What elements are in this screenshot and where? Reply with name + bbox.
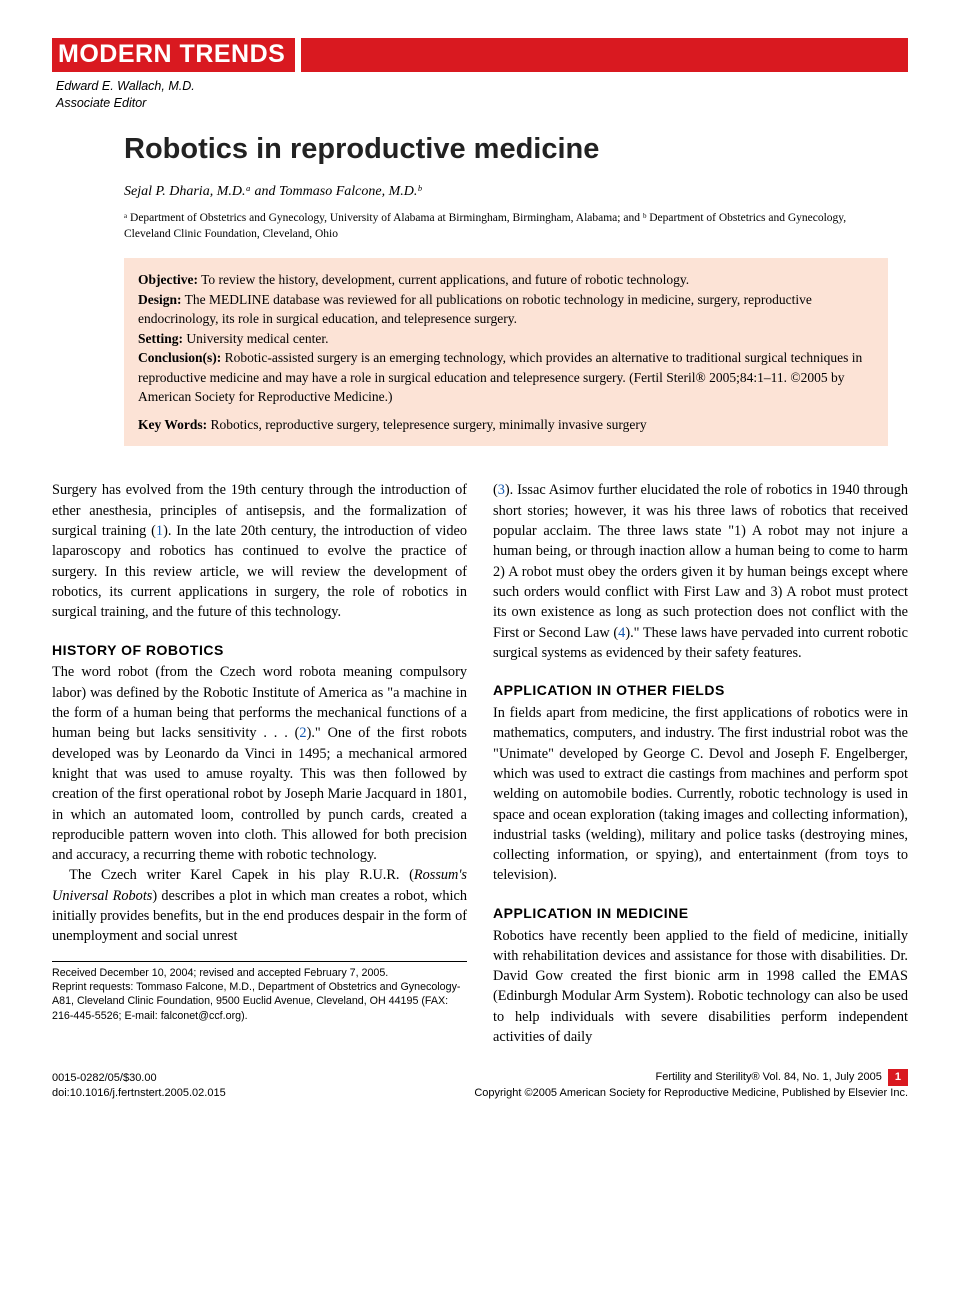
header-bar-fill	[301, 38, 908, 72]
conclusion-label: Conclusion(s):	[138, 350, 221, 365]
history-p2a: The Czech writer Karel Capek in his play…	[69, 867, 414, 883]
design-text: The MEDLINE database was reviewed for al…	[138, 292, 812, 327]
objective-label: Objective:	[138, 272, 198, 287]
setting-label: Setting:	[138, 331, 183, 346]
ref-link-1[interactable]: 1	[156, 523, 163, 539]
affiliations: ᵃ Department of Obstetrics and Gynecolog…	[124, 210, 888, 242]
footer-issn: 0015-0282/05/$30.00	[52, 1071, 226, 1085]
article-title: Robotics in reproductive medicine	[124, 130, 888, 169]
keywords-label: Key Words:	[138, 417, 207, 432]
footer-journal: Fertility and Sterility® Vol. 84, No. 1,…	[474, 1069, 908, 1085]
editor-name: Edward E. Wallach, M.D.	[56, 78, 908, 95]
editor-role: Associate Editor	[56, 95, 908, 112]
footnote-rule	[52, 961, 467, 962]
ref-link-2[interactable]: 2	[299, 725, 306, 741]
intro-paragraph: Surgery has evolved from the 19th centur…	[52, 480, 467, 622]
abstract-setting: Setting: University medical center.	[138, 329, 874, 349]
footnote-block: Received December 10, 2004; revised and …	[52, 966, 467, 1024]
footer-left: 0015-0282/05/$30.00 doi:10.1016/j.fertns…	[52, 1071, 226, 1100]
left-column: Surgery has evolved from the 19th centur…	[52, 480, 467, 1047]
footnote-reprint: Reprint requests: Tommaso Falcone, M.D.,…	[52, 980, 467, 1023]
section-label: MODERN TRENDS	[52, 38, 295, 72]
abstract-conclusion: Conclusion(s): Robotic-assisted surgery …	[138, 348, 874, 407]
right-p0: (3). Issac Asimov further elucidated the…	[493, 480, 908, 663]
section-heading-other-fields: APPLICATION IN OTHER FIELDS	[493, 681, 908, 701]
right-p0b: ). Issac Asimov further elucidated the r…	[493, 482, 908, 640]
conclusion-text: Robotic-assisted surgery is an emerging …	[138, 350, 862, 404]
journal-page: MODERN TRENDS Edward E. Wallach, M.D. As…	[0, 0, 960, 1120]
design-label: Design:	[138, 292, 182, 307]
history-p1: The word robot (from the Czech word robo…	[52, 662, 467, 865]
body-columns: Surgery has evolved from the 19th centur…	[52, 480, 908, 1047]
abstract-box: Objective: To review the history, develo…	[124, 258, 888, 447]
footer-doi: doi:10.1016/j.fertnstert.2005.02.015	[52, 1086, 226, 1100]
page-number-badge: 1	[888, 1069, 908, 1085]
title-block: Robotics in reproductive medicine Sejal …	[124, 130, 888, 447]
medicine-p: Robotics have recently been applied to t…	[493, 926, 908, 1048]
right-column: (3). Issac Asimov further elucidated the…	[493, 480, 908, 1047]
authors: Sejal P. Dharia, M.D.ᵃ and Tommaso Falco…	[124, 183, 888, 202]
abstract-objective: Objective: To review the history, develo…	[138, 270, 874, 290]
keywords-text: Robotics, reproductive surgery, telepres…	[207, 417, 647, 432]
footer-right: Fertility and Sterility® Vol. 84, No. 1,…	[474, 1069, 908, 1100]
setting-text: University medical center.	[183, 331, 328, 346]
page-footer: 0015-0282/05/$30.00 doi:10.1016/j.fertns…	[52, 1069, 908, 1100]
footnote-received: Received December 10, 2004; revised and …	[52, 966, 467, 980]
section-heading-medicine: APPLICATION IN MEDICINE	[493, 904, 908, 924]
header-bar: MODERN TRENDS	[52, 38, 908, 72]
section-heading-history: HISTORY OF ROBOTICS	[52, 641, 467, 661]
abstract-design: Design: The MEDLINE database was reviewe…	[138, 290, 874, 329]
abstract-keywords: Key Words: Robotics, reproductive surger…	[138, 415, 874, 435]
objective-text: To review the history, development, curr…	[198, 272, 689, 287]
history-p1b: )." One of the first robots developed wa…	[52, 725, 467, 863]
other-fields-p: In fields apart from medicine, the first…	[493, 703, 908, 886]
footer-journal-text: Fertility and Sterility® Vol. 84, No. 1,…	[655, 1071, 881, 1083]
history-p2: The Czech writer Karel Capek in his play…	[52, 865, 467, 946]
footer-copyright: Copyright ©2005 American Society for Rep…	[474, 1086, 908, 1100]
ref-link-3[interactable]: 3	[498, 482, 505, 498]
editor-block: Edward E. Wallach, M.D. Associate Editor	[56, 78, 908, 112]
